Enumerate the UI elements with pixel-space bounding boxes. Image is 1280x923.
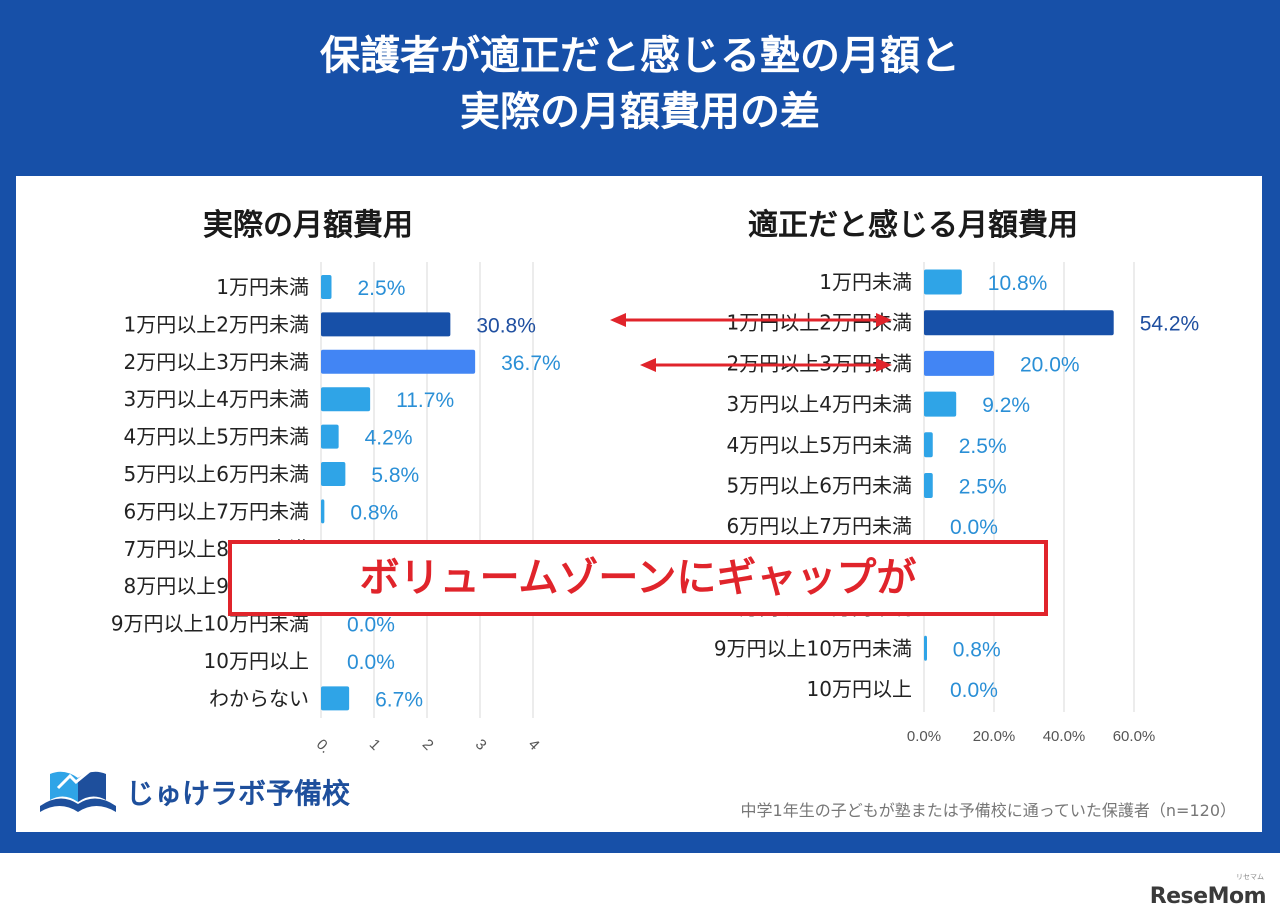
- resemom-watermark: ReseMom: [1149, 884, 1267, 909]
- gap-arrow-head-right: [876, 358, 892, 372]
- category-label: 10万円以上: [807, 677, 912, 701]
- bar: [321, 349, 476, 374]
- logo-text: じゅけラボ予備校: [126, 777, 351, 810]
- gap-callout-box: ボリュームゾーンにギャップが: [228, 540, 1048, 616]
- x-tick-label: 40.0%: [1043, 728, 1086, 745]
- gap-callout-text: ボリュームゾーンにギャップが: [359, 555, 917, 601]
- data-label: 0.0%: [950, 516, 998, 539]
- gap-arrow-head-left: [640, 358, 656, 372]
- data-label: 9.2%: [982, 394, 1030, 417]
- left-chart-title: 実際の月額費用: [203, 208, 413, 243]
- right-chart-title: 適正だと感じる月額費用: [748, 208, 1078, 243]
- category-label: 9万円以上10万円未満: [714, 636, 912, 660]
- category-label: 1万円未満: [216, 275, 309, 299]
- data-label: 2.5%: [358, 277, 406, 300]
- data-label: 0.0%: [347, 614, 395, 637]
- bar: [924, 391, 957, 417]
- data-label: 30.8%: [476, 314, 536, 337]
- data-label: 36.7%: [501, 352, 561, 375]
- page-title: 保護者が適正だと感じる塾の月額と 実際の月額費用の差: [0, 28, 1280, 140]
- category-label: 10万円以上: [204, 649, 309, 673]
- sample-note: 中学1年生の子どもが塾または予備校に通っていた保護者（n=120）: [740, 801, 1236, 820]
- x-tick-label: 2: [419, 736, 437, 754]
- x-tick-label: 3: [472, 736, 490, 754]
- category-label: 3万円以上4万円未満: [124, 387, 309, 411]
- category-label: 6万円以上7万円未満: [727, 514, 912, 538]
- bar: [321, 312, 451, 337]
- category-label: 1万円未満: [819, 270, 912, 294]
- page-title-line1: 保護者が適正だと感じる塾の月額と: [320, 33, 960, 79]
- x-tick-label: 0.0%: [907, 728, 941, 745]
- bar: [924, 350, 994, 376]
- bar: [924, 473, 933, 498]
- bar: [321, 462, 346, 486]
- bar: [924, 269, 962, 295]
- category-label: 2万円以上3万円未満: [124, 350, 309, 374]
- x-tick-label: 20.0%: [973, 728, 1016, 745]
- category-label: わからない: [209, 686, 309, 710]
- category-label: 3万円以上4万円未満: [727, 392, 912, 416]
- data-label: 5.8%: [371, 464, 419, 487]
- x-tick-label: 1: [366, 736, 384, 754]
- chart-panel: [16, 176, 1262, 832]
- bar: [321, 275, 332, 299]
- page-title-line2: 実際の月額費用の差: [460, 89, 820, 135]
- data-label: 6.7%: [375, 688, 423, 711]
- category-label: 6万円以上7万円未満: [124, 499, 309, 523]
- gap-arrow-head-left: [610, 313, 626, 327]
- data-label: 10.8%: [988, 272, 1048, 295]
- bar: [321, 686, 350, 711]
- jukelabo-logo: じゅけラボ予備校: [36, 762, 350, 818]
- data-label: 2.5%: [959, 476, 1007, 499]
- x-tick-label: 4: [525, 736, 543, 754]
- x-tick-label: 60.0%: [1113, 728, 1156, 745]
- book-logo-icon: [40, 762, 116, 812]
- data-label: 20.0%: [1020, 353, 1080, 376]
- bar: [924, 310, 1114, 336]
- data-label: 2.5%: [959, 435, 1007, 458]
- data-label: 0.0%: [347, 651, 395, 674]
- bar: [924, 635, 927, 661]
- x-tick-label: 0.: [313, 736, 334, 757]
- data-label: 0.8%: [350, 501, 398, 524]
- category-label: 4万円以上5万円未満: [124, 425, 309, 449]
- gap-arrow-head-right: [876, 313, 892, 327]
- data-label: 54.2%: [1140, 313, 1200, 336]
- data-label: 0.8%: [953, 638, 1001, 661]
- frame-background: 保護者が適正だと感じる塾の月額と 実際の月額費用の差: [0, 0, 1280, 853]
- category-label: 4万円以上5万円未満: [727, 433, 912, 457]
- data-label: 0.0%: [950, 679, 998, 702]
- data-label: 4.2%: [365, 427, 413, 450]
- category-label: 5万円以上6万円未満: [727, 474, 912, 498]
- category-label: 1万円以上2万円未満: [124, 312, 309, 336]
- bar: [321, 499, 325, 524]
- bar: [924, 432, 933, 458]
- watermark-kana: リセマム: [1236, 873, 1264, 881]
- bar: [321, 424, 339, 449]
- bar: [321, 387, 371, 412]
- category-label: 5万円以上6万円未満: [124, 462, 309, 486]
- data-label: 11.7%: [396, 389, 454, 412]
